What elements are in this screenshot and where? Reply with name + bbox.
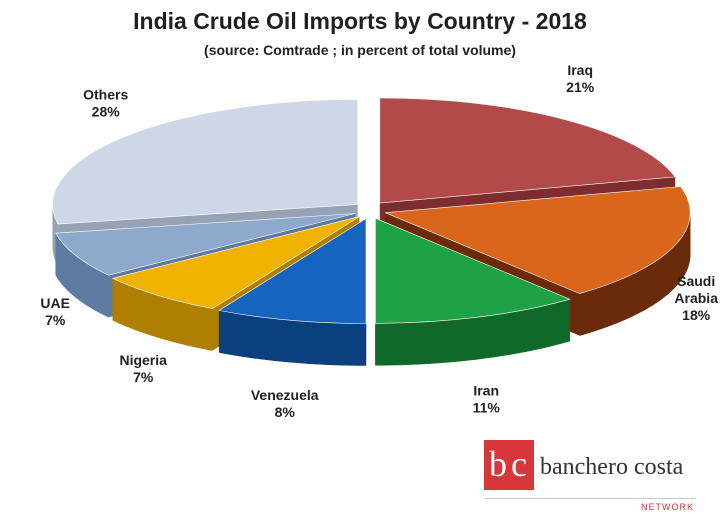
- slice-nigeria: [111, 216, 360, 309]
- chart-subtitle: (source: Comtrade ; in percent of total …: [204, 42, 516, 58]
- logo-letter-b: b: [489, 444, 507, 484]
- slice-iraq: [379, 97, 676, 204]
- slice-label-iran: Iran 11%: [473, 383, 501, 416]
- slice-value-saudi-arabia: 18%: [682, 307, 711, 323]
- slice-value-others: 28%: [92, 103, 121, 119]
- slice-label-uae: UAE 7%: [40, 295, 70, 328]
- logo-mark: b c: [484, 440, 534, 490]
- slice-value-nigeria: 7%: [133, 369, 154, 385]
- slice-iran: [375, 217, 571, 324]
- slice-uae: [55, 213, 356, 276]
- slice-value-uae: 7%: [45, 312, 66, 328]
- slice-label-venezuela: Venezuela 8%: [251, 387, 319, 420]
- slice-name-others: Others: [83, 86, 128, 102]
- slice-value-iraq: 21%: [566, 79, 595, 95]
- pie-label-layer: Iraq 21% Saudi Arabia 18% Iran 11% Venezuela 8% N…: [40, 62, 718, 420]
- slice-name-venezuela: Venezuela: [251, 387, 319, 403]
- logo-letter-c: c: [511, 444, 527, 484]
- slice-name-saudi-arabia: Arabia: [674, 290, 718, 306]
- slice-name-iran: Iran: [473, 383, 499, 399]
- slice-label-saudi-arabia: Saudi Arabia 18%: [674, 273, 718, 323]
- slice-label-nigeria: Nigeria 7%: [119, 352, 167, 385]
- logo-divider: [484, 498, 696, 499]
- slice-venezuela: [218, 217, 367, 324]
- slice-name-iraq: Iraq: [567, 62, 593, 78]
- logo-name: banchero costa: [540, 454, 684, 480]
- banchero-costa-logo: b c banchero costa NETWORK: [484, 440, 704, 520]
- slice-label-others: Others 28%: [83, 86, 128, 119]
- chart-title: India Crude Oil Imports by Country - 201…: [133, 8, 587, 34]
- slice-others: [52, 99, 358, 225]
- slice-label-iraq: Iraq 21%: [566, 62, 595, 95]
- slice-name-nigeria: Nigeria: [119, 352, 167, 368]
- slice-value-venezuela: 8%: [275, 404, 296, 420]
- slice-name-saudi-arabia: Saudi: [677, 273, 715, 289]
- slice-name-uae: UAE: [40, 295, 70, 311]
- logo-tagline: NETWORK: [641, 502, 694, 512]
- slice-saudi-arabia: [385, 186, 691, 294]
- pie-top-layer: [52, 97, 691, 324]
- slice-value-iran: 11%: [473, 400, 501, 416]
